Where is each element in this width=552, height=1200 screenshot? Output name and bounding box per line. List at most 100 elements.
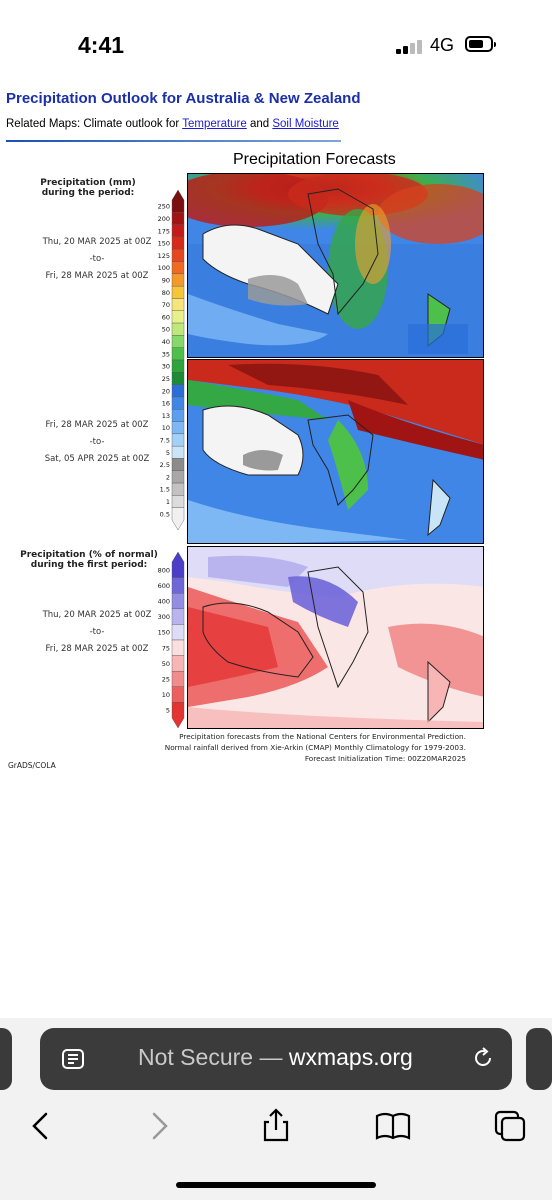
legend-mm-tick-label: 150: [158, 240, 170, 248]
status-bar: 4:41 4G: [0, 0, 552, 80]
legend-mm-swatch: [171, 482, 185, 496]
footnote-source: Precipitation forecasts from the Nationa…: [179, 732, 466, 741]
url-domain: wxmaps.org: [288, 1044, 413, 1070]
legend-mm-tick-label: 2.5: [160, 461, 170, 469]
legend-mm-colorbar: 2502001751501251009080706050403530252016…: [158, 190, 185, 530]
temperature-link[interactable]: Temperature: [182, 118, 247, 130]
legend-mm-swatch: [171, 224, 185, 238]
bookmarks-icon[interactable]: [373, 1106, 413, 1146]
security-warning: Not Secure —: [138, 1044, 289, 1070]
legend-pct-swatch: [171, 552, 185, 578]
address-bar[interactable]: Not Secure — wxmaps.org: [40, 1028, 512, 1090]
legend-mm-swatch: [171, 190, 185, 213]
cellular-signal-icon: [396, 40, 424, 54]
reload-icon[interactable]: [470, 1045, 496, 1071]
legend-mm-swatch: [171, 212, 185, 225]
legend-mm-swatch: [171, 433, 185, 447]
legend-pct-swatch: [171, 608, 185, 625]
legend-pct-tick-label: 150: [158, 629, 170, 637]
legend-pct-tick-label: 800: [158, 566, 170, 574]
footnote-climatology: Normal rainfall derived from Xie-Arkin (…: [164, 743, 466, 752]
legend-pct-swatch: [171, 639, 185, 656]
legend-mm-tick-label: 125: [158, 252, 170, 260]
legend-pct-swatch: [171, 593, 185, 610]
legend-mm-tick-label: 200: [158, 215, 170, 223]
legend-mm-swatch: [171, 273, 185, 287]
legend-mm-swatch: [171, 261, 185, 275]
legend-pct-tick-label: 75: [162, 644, 170, 652]
legend-mm-tick-label: 16: [162, 400, 170, 408]
back-icon[interactable]: [20, 1106, 60, 1146]
legend-mm-tick-label: 10: [162, 424, 170, 432]
legend-mm-tick-label: 1: [166, 498, 170, 506]
period2-label: Fri, 28 MAR 2025 at 00Z -to- Sat, 05 APR…: [44, 420, 150, 464]
legend-mm-tick-label: 1.5: [160, 486, 170, 494]
home-indicator: [176, 1182, 376, 1188]
grads-credit: GrADS/COLA: [8, 761, 56, 770]
tabs-icon[interactable]: [490, 1106, 530, 1146]
legend-pct-tick-label: 10: [162, 691, 170, 699]
legend-mm-tick-label: 50: [162, 326, 170, 334]
browser-toolbar: Not Secure — wxmaps.org: [0, 1018, 552, 1200]
legend-mm-swatch: [171, 470, 185, 484]
legend-mm-swatch: [171, 495, 185, 508]
legend-mm-swatch: [171, 421, 185, 435]
legend-mm-swatch: [171, 335, 185, 348]
legend-mm-tick-label: 5: [166, 449, 170, 457]
share-icon[interactable]: [256, 1106, 296, 1146]
legend-mm-swatch: [171, 359, 185, 373]
legend-pct-swatch: [171, 670, 185, 687]
period1-label: Thu, 20 MAR 2025 at 00Z -to- Fri, 28 MAR…: [42, 237, 152, 281]
legend-pct-tick-label: 600: [158, 582, 170, 590]
legend-pct-title: Precipitation (% of normal) during the f…: [20, 550, 158, 570]
url-display[interactable]: Not Secure — wxmaps.org: [138, 1044, 413, 1071]
legend-pct-swatch: [171, 577, 185, 594]
legend-pct-swatch: [171, 624, 185, 641]
legend-mm-tick-label: 25: [162, 375, 170, 383]
legend-mm-swatch: [171, 310, 185, 324]
legend-mm-tick-label: 60: [162, 313, 170, 321]
legend-pct-swatch: [171, 686, 185, 703]
next-tab-preview[interactable]: [526, 1028, 552, 1090]
soil-moisture-link[interactable]: Soil Moisture: [272, 118, 339, 130]
legend-mm-tick-label: 13: [162, 412, 170, 420]
legend-pct-tick-label: 300: [158, 613, 170, 621]
legend-mm-swatch: [171, 249, 185, 262]
map-panel-period1: [187, 173, 484, 358]
legend-pct-tick-label: 5: [166, 707, 170, 715]
legend-mm-tick-label: 100: [158, 264, 170, 272]
legend-pct-swatch: [171, 655, 185, 672]
network-type: 4G: [430, 35, 455, 55]
legend-mm-swatch: [171, 298, 185, 311]
legend-pct-tick-label: 25: [162, 676, 170, 684]
map-panel-period2: [187, 359, 484, 544]
legend-mm-swatch: [171, 396, 185, 410]
legend-mm-swatch: [171, 285, 185, 299]
legend-mm-tick-label: 30: [162, 363, 170, 371]
legend-mm-tick-label: 250: [158, 203, 170, 211]
period3-label: Thu, 20 MAR 2025 at 00Z -to- Fri, 28 MAR…: [42, 610, 152, 654]
forward-icon[interactable]: [140, 1106, 180, 1146]
legend-mm-tick-label: 7.5: [160, 437, 170, 445]
map-panel-percent-normal: [187, 546, 484, 729]
legend-mm-swatch: [171, 347, 185, 361]
legend-pct-tick-label: 400: [158, 598, 170, 606]
status-time: 4:41: [78, 32, 125, 58]
legend-mm-swatch: [171, 458, 185, 471]
related-and: and: [246, 118, 273, 130]
legend-mm-tick-label: 20: [162, 387, 170, 395]
legend-mm-swatch: [171, 384, 185, 398]
legend-mm-tick-label: 175: [158, 227, 170, 235]
legend-mm-swatch: [171, 322, 185, 336]
header-divider: [6, 140, 341, 142]
legend-mm-tick-label: 90: [162, 277, 170, 285]
legend-mm-tick-label: 35: [162, 350, 170, 358]
reader-mode-icon[interactable]: [60, 1046, 86, 1072]
previous-tab-preview[interactable]: [0, 1028, 12, 1090]
figure-title: Precipitation Forecasts: [233, 151, 396, 168]
legend-mm-swatch: [171, 507, 185, 530]
battery-icon: [465, 36, 496, 52]
legend-mm-swatch: [171, 236, 185, 250]
footnote-init-time: Forecast Initialization Time: 00Z20MAR20…: [304, 754, 466, 763]
legend-mm-tick-label: 70: [162, 301, 170, 309]
